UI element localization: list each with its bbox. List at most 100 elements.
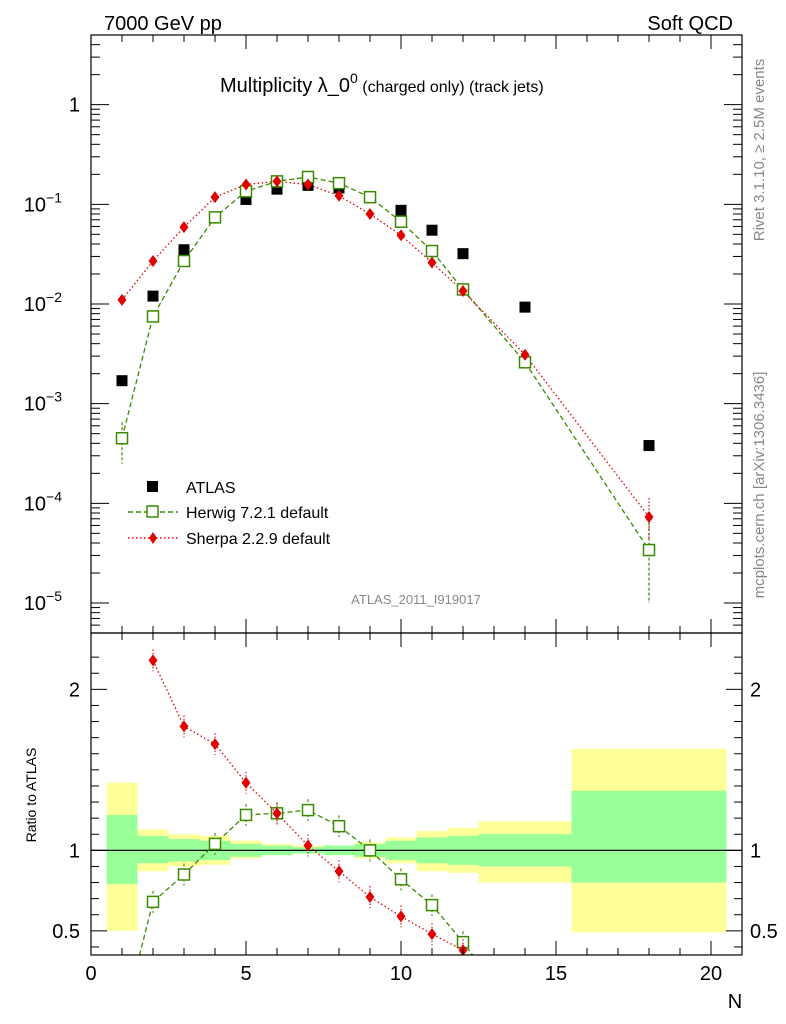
ratio-y-tick-label: 1	[69, 840, 80, 862]
legend-sherpa-label: Sherpa 2.2.9 default	[186, 531, 331, 548]
x-tick-label: 5	[240, 963, 251, 985]
y-tick-label: 10−5	[24, 588, 62, 615]
stat-uncertainty-band	[137, 835, 169, 864]
legend-atlas-marker	[147, 481, 158, 492]
sherpa-point	[272, 175, 282, 188]
herwig-point	[425, 244, 439, 258]
y-tick-label: 10−2	[24, 289, 62, 316]
legend-atlas-label: ATLAS	[186, 480, 236, 497]
sherpa-point	[644, 510, 654, 523]
herwig-ratio-point	[146, 895, 160, 909]
sherpa-point	[148, 255, 158, 268]
y-tick-exponent: −2	[46, 289, 62, 305]
sherpa-point	[179, 221, 189, 234]
y-tick-exponent: −5	[46, 588, 62, 604]
stat-uncertainty-band	[106, 814, 138, 885]
y-tick-exponent: −3	[46, 389, 62, 405]
atlas-point	[271, 183, 283, 195]
atlas-point	[116, 375, 128, 387]
sherpa-point	[427, 256, 437, 269]
sherpa-ratio-point	[334, 865, 344, 878]
sherpa-point	[334, 189, 344, 202]
x-tick-label: 0	[85, 963, 96, 985]
y-tick-exponent: −1	[46, 189, 62, 205]
ratio-y-tick-label-right: 0.5	[750, 921, 778, 943]
sherpa-point	[365, 207, 375, 220]
analysis-id-label: ATLAS_2011_I919017	[351, 592, 481, 607]
sherpa-point	[303, 178, 313, 191]
x-tick-label: 15	[545, 963, 567, 985]
sherpa-ratio-point	[179, 720, 189, 733]
stat-uncertainty-band	[571, 790, 727, 883]
ratio-y-tick-label: 0.5	[52, 921, 80, 943]
rivet-version-label: Rivet 3.1.10, ≥ 2.5M events	[751, 59, 768, 242]
herwig-ratio-point	[208, 837, 222, 851]
herwig-ratio-point	[239, 808, 253, 822]
y-tick-label: 10−1	[24, 189, 62, 216]
sherpa-ratio-line	[152, 660, 464, 951]
chart-title-sup: 0	[350, 70, 358, 86]
herwig-ratio-point	[301, 803, 315, 817]
x-tick-label: 20	[700, 963, 722, 985]
ratio-series-group	[138, 649, 474, 955]
sherpa-ratio-point	[272, 807, 282, 820]
herwig-point	[115, 431, 129, 445]
legend: ATLAS Herwig 7.2.1 default Sherpa 2.2.9 …	[128, 480, 331, 548]
sherpa-line	[121, 180, 650, 518]
herwig-point	[332, 176, 346, 190]
herwig-ratio-point	[332, 819, 346, 833]
x-tick-label: 10	[390, 963, 412, 985]
sherpa-ratio-point	[396, 910, 406, 923]
atlas-point	[519, 301, 531, 313]
herwig-point	[146, 310, 160, 323]
herwig-point	[177, 254, 191, 268]
herwig-point	[208, 211, 222, 224]
legend-herwig-label: Herwig 7.2.1 default	[186, 505, 329, 522]
chart-title: Multiplicity λ_00 (charged only) (track …	[220, 70, 544, 97]
sherpa-ratio-point	[210, 738, 220, 751]
chart-title-suffix: (charged only) (track jets)	[358, 79, 544, 96]
y-tick-label: 10−3	[24, 389, 62, 416]
sherpa-ratio-point	[241, 776, 251, 789]
herwig-point	[394, 215, 408, 228]
herwig-ratio-point	[425, 898, 439, 912]
sherpa-ratio-point	[148, 654, 158, 667]
atlas-point	[426, 224, 438, 236]
herwig-point	[363, 190, 377, 204]
sherpa-point	[241, 178, 251, 191]
herwig-ratio-point	[363, 844, 377, 857]
ratio-y-tick-label: 2	[69, 679, 80, 701]
sherpa-point	[520, 348, 530, 361]
mcplots-label: mcplots.cern.ch [arXiv:1306.3436]	[751, 372, 768, 599]
atlas-point	[643, 440, 655, 452]
energy-label: 7000 GeV pp	[104, 13, 222, 35]
sherpa-ratio-point	[365, 891, 375, 904]
sherpa-ratio-point	[427, 928, 437, 941]
x-axis-label: N	[728, 991, 742, 1013]
category-label: Soft QCD	[647, 13, 733, 35]
sherpa-point	[210, 191, 220, 204]
sherpa-point	[117, 293, 127, 306]
sherpa-point	[396, 229, 406, 242]
sherpa-ratio-point	[303, 839, 313, 852]
y-tick-exponent: −4	[46, 488, 62, 504]
y-tick-label: 1	[69, 95, 80, 117]
herwig-line	[121, 176, 650, 551]
atlas-point	[457, 248, 469, 260]
legend-sherpa-marker	[149, 532, 157, 544]
atlas-point	[147, 290, 159, 302]
ratio-panel-frame	[90, 632, 743, 956]
atlas-point	[395, 204, 407, 216]
herwig-point	[642, 543, 656, 557]
ratio-y-axis-label: Ratio to ATLAS	[23, 748, 39, 843]
herwig-ratio-point	[177, 868, 191, 881]
ratio-y-tick-label-right: 2	[750, 679, 761, 701]
chart-title-main: Multiplicity λ_0	[220, 75, 350, 97]
herwig-ratio-point	[394, 873, 408, 886]
ratio-y-tick-label-right: 1	[750, 840, 761, 862]
atlas-point	[240, 193, 252, 205]
atlas-point	[178, 244, 190, 256]
legend-herwig-marker	[146, 505, 159, 518]
y-tick-label: 10−4	[24, 488, 62, 515]
